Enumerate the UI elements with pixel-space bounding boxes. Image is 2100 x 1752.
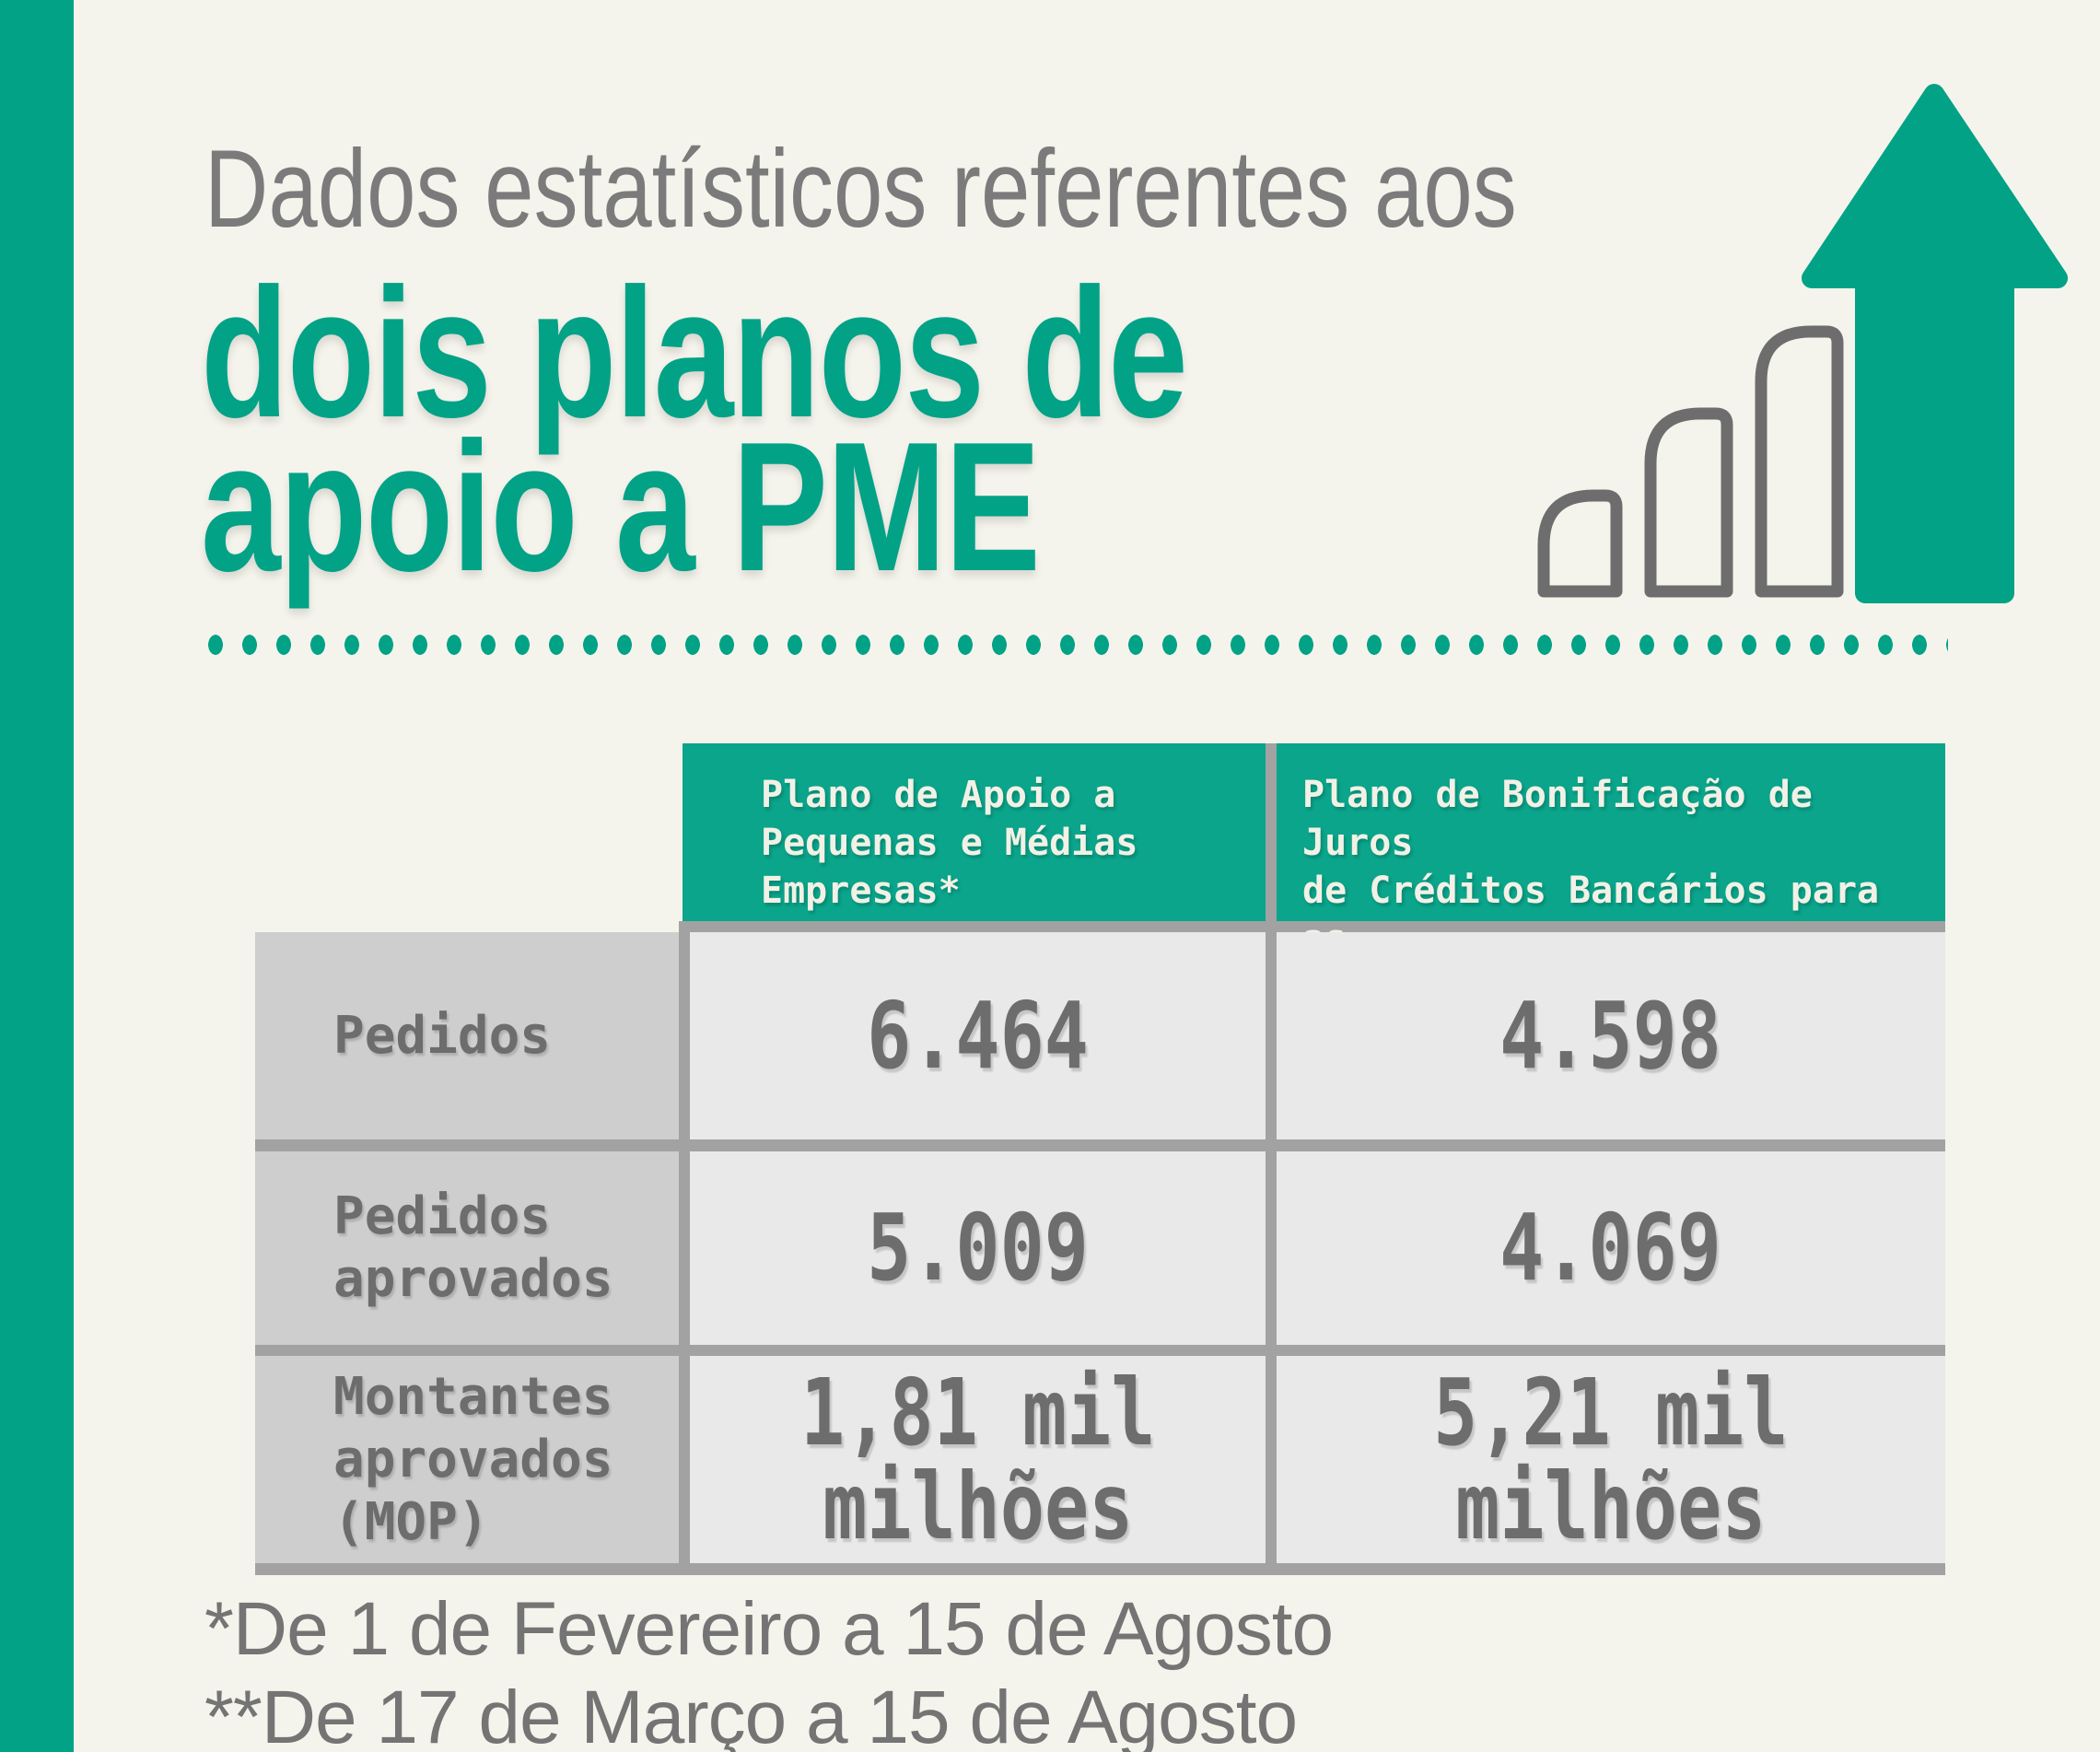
table-header-border — [679, 921, 1945, 932]
row-label-pedidos: Pedidos — [255, 932, 679, 1139]
table-header-plan-apoio: Plano de Apoio a Pequenas e Médias Empre… — [682, 743, 1266, 921]
page-subtitle: Dados estatísticos referentes aos — [204, 127, 1517, 251]
footnote-plan1-period: *De 1 de Fevereiro a 15 de Agosto — [204, 1587, 1334, 1671]
value-pedidos-aprovados-plan1: 5.009 — [690, 1151, 1266, 1345]
table-header-column-gap — [1266, 743, 1277, 921]
table-header-plan-bonificacao: Plano de Bonificação de Juros de Crédito… — [1277, 743, 1945, 1008]
value-text: 1,81 mil milhões — [799, 1358, 1156, 1560]
value-pedidos-aprovados-plan2: 4.069 — [1277, 1151, 1945, 1345]
left-accent-bar — [0, 0, 74, 1752]
footnote-plan2-period: **De 17 de Março a 15 de Agosto — [204, 1676, 1298, 1752]
row-label-pedidos-aprovados: Pedidos aprovados — [255, 1151, 679, 1345]
value-text: 5,21 mil milhões — [1433, 1358, 1789, 1560]
value-pedidos-plan2: 4.598 — [1277, 932, 1945, 1139]
value-text: 6.464 — [867, 981, 1089, 1090]
value-text: 5.009 — [867, 1194, 1089, 1302]
row-label-montantes-aprovados: Montantes aprovados (MOP) — [255, 1356, 679, 1563]
value-montantes-plan2: 5,21 mil milhões — [1277, 1356, 1945, 1563]
value-text: 4.598 — [1499, 981, 1722, 1090]
up-arrow-icon — [1802, 84, 2068, 603]
growth-bars-up-arrow-icon — [1520, 74, 2072, 603]
bar-chart-outline — [1537, 325, 1844, 598]
dotted-divider — [207, 634, 1948, 656]
value-montantes-plan1: 1,81 mil milhões — [690, 1356, 1266, 1563]
value-text: 4.069 — [1499, 1194, 1722, 1302]
page-title: dois planos de apoio a PME — [201, 251, 1188, 610]
value-pedidos-plan1: 6.464 — [690, 932, 1266, 1139]
